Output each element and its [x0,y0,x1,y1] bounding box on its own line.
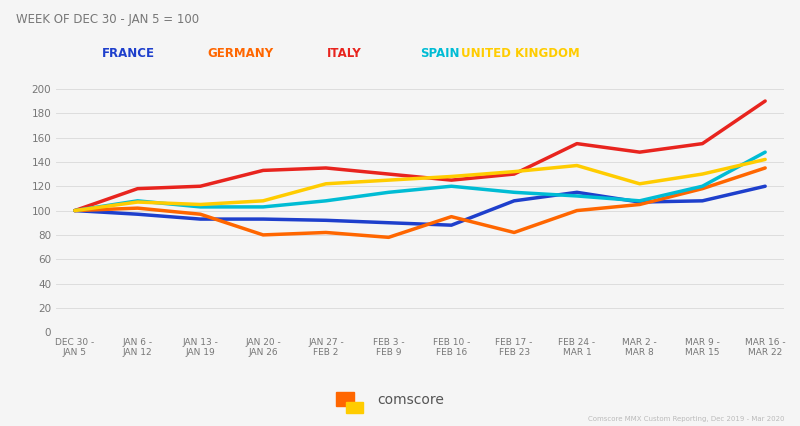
Text: ITALY: ITALY [326,47,362,60]
Text: WEEK OF DEC 30 - JAN 5 = 100: WEEK OF DEC 30 - JAN 5 = 100 [16,13,199,26]
Text: FRANCE: FRANCE [102,47,154,60]
Text: Comscore MMX Custom Reporting, Dec 2019 - Mar 2020: Comscore MMX Custom Reporting, Dec 2019 … [587,416,784,422]
Text: comscore: comscore [378,394,445,407]
Bar [336,392,354,406]
Text: GERMANY: GERMANY [207,47,273,60]
Text: SPAIN: SPAIN [420,47,460,60]
Bar [346,401,363,413]
Text: UNITED KINGDOM: UNITED KINGDOM [461,47,579,60]
